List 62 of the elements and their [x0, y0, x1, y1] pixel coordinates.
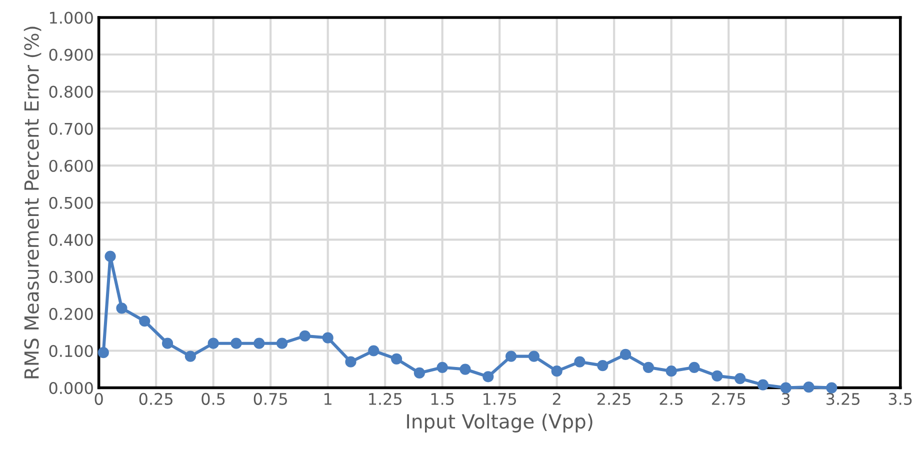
x-axis-title: Input Voltage (Vpp)	[407, 414, 592, 432]
point	[688, 362, 700, 373]
point	[139, 316, 150, 327]
point	[116, 302, 128, 314]
y-tick-label: 0.100	[49, 344, 93, 358]
x-tick-label: 1.75	[484, 393, 516, 406]
x-tick-label: 3.5	[888, 392, 912, 406]
x-tick-label: 1.5	[431, 393, 454, 406]
x-tick-label: 3.25	[826, 392, 860, 406]
y-axis-title: RMS Measurement Percent Error (%)	[24, 26, 42, 378]
point	[98, 347, 109, 358]
point	[184, 350, 196, 362]
point	[230, 338, 242, 349]
point	[826, 382, 838, 394]
y-tick-label: 0.800	[49, 86, 93, 98]
point	[162, 338, 174, 349]
x-tick-label: 0.25	[139, 392, 172, 406]
y-tick-label: 0.600	[49, 160, 93, 172]
point	[482, 371, 494, 382]
point	[574, 356, 586, 368]
x-tick-label: 0	[94, 392, 103, 406]
point	[551, 366, 562, 377]
x-tick-label: 0.75	[254, 392, 287, 406]
x-tick-label: 0.5	[202, 392, 225, 406]
point	[436, 362, 448, 373]
point	[757, 379, 769, 390]
point	[505, 350, 517, 362]
point	[780, 382, 792, 394]
point	[712, 370, 723, 382]
point	[597, 360, 608, 372]
point	[620, 348, 632, 360]
point	[666, 366, 677, 377]
point	[345, 356, 356, 368]
point	[276, 338, 288, 349]
y-tick-label: 0.700	[49, 122, 93, 135]
point	[642, 362, 654, 373]
point	[299, 330, 310, 342]
x-tick-label: 1	[324, 393, 332, 405]
y-tick-label: 0.900	[49, 48, 93, 61]
y-tick-label: 1.000	[50, 12, 93, 24]
point	[460, 364, 471, 375]
x-tick-label: 1.25	[369, 392, 402, 406]
point	[390, 353, 402, 364]
point	[254, 338, 265, 349]
point	[528, 350, 540, 362]
y-tick-label: 0.300	[49, 270, 93, 283]
x-tick-label: 2.25	[597, 392, 630, 406]
y-tick-label: 0.500	[49, 196, 93, 209]
y-tick-label: 0.400	[49, 234, 93, 246]
x-tick-label: 2.5	[660, 392, 683, 406]
point	[322, 332, 334, 344]
point	[368, 345, 380, 356]
point	[104, 250, 116, 262]
y-tick-label: 0.200	[49, 308, 93, 320]
x-tick-label: 2.75	[712, 392, 745, 406]
x-tick-label: 2	[552, 392, 560, 405]
y-tick-label: 0.000	[49, 382, 93, 394]
point	[414, 367, 425, 379]
x-tick-label: 3	[782, 392, 790, 406]
point	[803, 381, 814, 393]
point	[734, 372, 746, 384]
point	[208, 338, 219, 349]
